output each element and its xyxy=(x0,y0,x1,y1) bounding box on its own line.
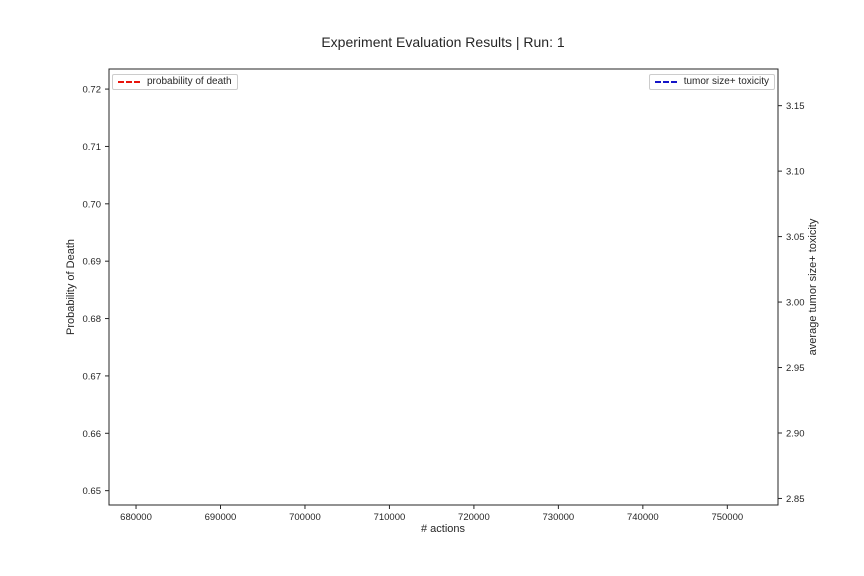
x-tick-label: 720000 xyxy=(458,512,490,523)
x-tick-label: 730000 xyxy=(543,512,575,523)
legend-right: tumor size+ toxicity xyxy=(648,74,775,90)
y-right-tick-label: 2.85 xyxy=(786,494,805,505)
y-axis-right-label: average tumor size+ toxicity xyxy=(807,218,819,355)
y-right-tick-label: 2.90 xyxy=(786,428,805,439)
y-right-tick-label: 3.00 xyxy=(786,298,805,309)
legend-label-tumor-size-toxicity: tumor size+ toxicity xyxy=(683,76,769,87)
y-left-tick-label: 0.65 xyxy=(83,486,102,497)
legend-left: probability of death xyxy=(112,74,238,90)
chart-title: Experiment Evaluation Results | Run: 1 xyxy=(321,34,565,50)
x-tick-label: 700000 xyxy=(289,512,321,523)
legend-swatch-tumor-size-toxicity xyxy=(654,81,677,83)
y-left-tick-label: 0.69 xyxy=(83,257,102,268)
y-left-tick-label: 0.68 xyxy=(83,314,102,325)
y-left-tick-label: 0.71 xyxy=(83,142,102,153)
x-tick-label: 710000 xyxy=(374,512,406,523)
plot-frame xyxy=(108,68,779,506)
x-tick-label: 690000 xyxy=(205,512,237,523)
y-left-tick-label: 0.72 xyxy=(83,85,102,96)
y-left-tick-label: 0.70 xyxy=(83,199,102,210)
y-right-tick-label: 3.10 xyxy=(786,167,805,178)
legend-swatch-probability-of-death xyxy=(118,81,140,83)
y-right-tick-label: 2.95 xyxy=(786,363,805,374)
x-tick-label: 750000 xyxy=(711,512,743,523)
x-axis: 680000 690000 700000 710000 720000 730000 7400… xyxy=(120,505,743,523)
y-left-tick-label: 0.66 xyxy=(83,429,102,440)
x-axis-label: # actions xyxy=(421,523,466,535)
y-left-tick-label: 0.67 xyxy=(83,371,102,382)
x-tick-label: 680000 xyxy=(120,512,152,523)
y-right-tick-label: 3.05 xyxy=(786,232,805,243)
y-axis-right: 2.85 2.90 2.95 3.00 3.05 3.10 3.15 xyxy=(778,101,805,505)
x-tick-label: 740000 xyxy=(627,512,659,523)
y-axis-left: 0.65 0.66 0.67 0.68 0.69 0.70 0.71 0.72 xyxy=(83,85,109,497)
y-axis-left-label: Probability of Death xyxy=(65,239,77,335)
y-right-tick-label: 3.15 xyxy=(786,101,805,112)
legend-label-probability-of-death: probability of death xyxy=(147,76,232,87)
